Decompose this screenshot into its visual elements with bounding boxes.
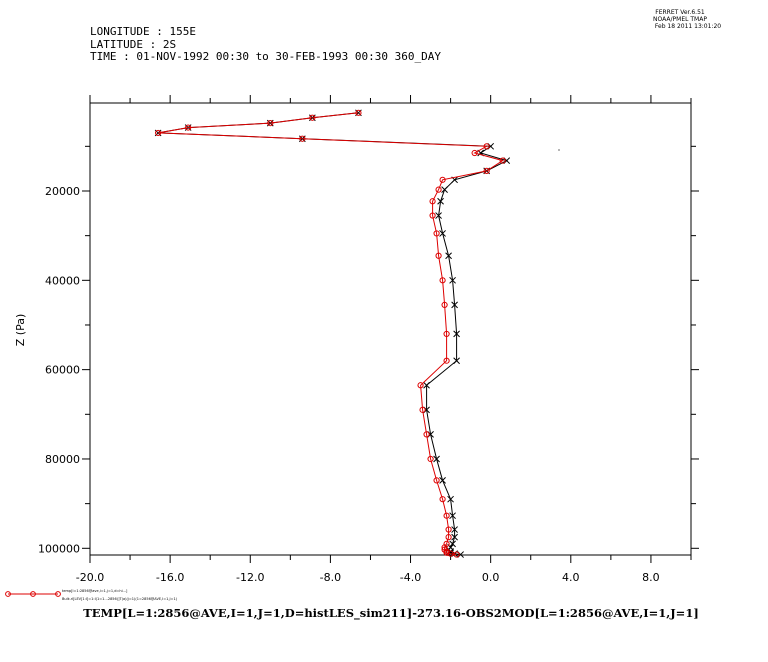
data-point-circle <box>355 109 362 116</box>
legend-marker-2 <box>30 591 36 597</box>
data-point-cross <box>453 330 460 338</box>
data-point-circle <box>443 549 450 556</box>
data-point-circle <box>419 406 426 413</box>
data-point-circle <box>483 143 490 150</box>
data-point-circle <box>443 512 450 519</box>
data-point-cross <box>439 230 446 237</box>
data-point-circle <box>445 526 452 533</box>
data-point-circle <box>267 119 274 127</box>
data-point-circle <box>417 382 424 389</box>
x-tick-label: -20.0 <box>76 571 104 584</box>
x-tick-label: -4.0 <box>400 571 421 584</box>
ferret-version: FERRET Ver.6.51 <box>655 9 705 16</box>
data-point-cross <box>441 186 448 194</box>
data-point-circle <box>443 330 450 338</box>
y-tick-label: 20000 <box>45 185 80 198</box>
plot-frame <box>89 102 692 556</box>
bottom-title: TEMP[L=1:2856@AVE,I=1,J=1,D=histLES_sim2… <box>83 606 699 621</box>
data-point-circle <box>185 124 192 131</box>
data-point-circle <box>441 301 448 308</box>
x-tick-label: 0.0 <box>482 571 500 584</box>
data-point-cross <box>453 357 460 365</box>
header-longitude: LONGITUDE : 155E <box>90 25 196 38</box>
data-point-circle <box>453 551 460 558</box>
data-point-cross <box>439 477 446 484</box>
y-tick-label: 100000 <box>38 542 80 555</box>
data-point-cross <box>423 381 430 389</box>
data-point-cross <box>435 212 442 219</box>
data-point-circle <box>483 167 490 174</box>
y-tick-label: 40000 <box>45 274 80 287</box>
data-point-circle <box>447 550 454 557</box>
y-axis-label: Z (Pa) <box>14 314 27 347</box>
legend-text-1: temp[l=1:2856@ave,i=1,j=1,d=hi…] <box>62 589 128 593</box>
data-point-circle <box>439 176 446 183</box>
header-latitude: LATITUDE : 2S <box>90 38 176 51</box>
x-tick-label: -16.0 <box>156 571 184 584</box>
data-point-circle <box>433 230 440 237</box>
y-tick-label: 60000 <box>45 364 80 377</box>
data-point-circle <box>445 534 452 541</box>
data-point-cross <box>449 512 456 520</box>
data-point-circle <box>499 157 506 164</box>
data-point-circle <box>435 252 442 259</box>
data-point-cross <box>451 526 458 533</box>
data-point-cross <box>437 197 444 205</box>
axes: -20.0 -16.0 -12.0 -8.0 -4.0 0.0 4.0 8.0 20000 400… <box>38 95 699 584</box>
data-point-circle <box>423 431 430 438</box>
data-point-circle <box>427 455 434 463</box>
data-point-cross <box>433 455 440 463</box>
x-tick-label: -12.0 <box>236 571 264 584</box>
data-point-circle <box>429 198 436 205</box>
ferret-org: NOAA/PMEL TMAP <box>653 16 707 23</box>
data-point-circle <box>439 496 446 503</box>
data-point-circle <box>471 149 478 157</box>
legend-marker-1 <box>5 591 11 597</box>
legend: temp[l=1:2856@ave,i=1,j=1,d=hi…] Bulk.rl… <box>5 589 178 601</box>
series-group <box>154 109 511 558</box>
x-tick-label: 4.0 <box>562 571 580 584</box>
data-point-circle <box>309 114 316 121</box>
data-point-cross <box>447 495 454 503</box>
data-point-cross <box>451 533 458 541</box>
data-point-circle <box>439 277 446 284</box>
data-point-circle <box>433 477 440 484</box>
data-point-cross <box>449 276 456 284</box>
data-point-circle <box>429 212 436 219</box>
y-tick-label: 80000 <box>45 453 80 466</box>
data-point-cross <box>449 540 456 548</box>
stray-dot <box>558 149 560 151</box>
ferret-date: Feb 18 2011 13:01:20 <box>655 23 721 30</box>
data-point-circle <box>443 357 450 364</box>
data-point-cross <box>451 301 458 309</box>
data-point-circle <box>435 186 442 193</box>
data-point-circle <box>155 129 162 137</box>
legend-text-2: Bulk.rl[LEV[1:I]=1:I(1=1…2856)]T(a)(j=1)… <box>62 597 178 601</box>
x-tick-label: -8.0 <box>320 571 341 584</box>
header-time: TIME : 01-NOV-1992 00:30 to 30-FEB-1993 … <box>90 50 441 63</box>
data-point-cross <box>445 252 452 260</box>
series-line-circle <box>158 112 504 556</box>
legend-marker-3 <box>55 591 61 597</box>
data-point-circle <box>299 135 306 142</box>
x-tick-label: 8.0 <box>642 571 660 584</box>
